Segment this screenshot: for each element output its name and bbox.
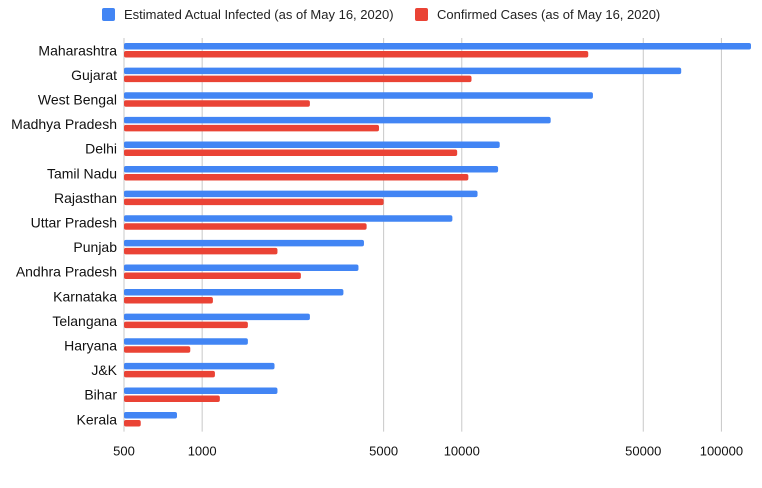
- bar-estimated-9: [124, 264, 359, 271]
- legend-label-estimated: Estimated Actual Infected (as of May 16,…: [124, 7, 394, 22]
- category-label: J&K: [91, 362, 117, 378]
- x-tick-label: 1000: [188, 444, 217, 459]
- category-label: West Bengal: [38, 92, 117, 108]
- bar-estimated-6: [124, 190, 478, 198]
- category-label: Karnataka: [53, 288, 117, 304]
- bar-estimated-11: [124, 313, 310, 321]
- bar-estimated-14: [124, 387, 278, 394]
- bar-estimated-0: [124, 43, 751, 50]
- category-label: Delhi: [85, 141, 117, 157]
- x-tick-label: 100000: [700, 444, 743, 459]
- bar-confirmed-4: [124, 149, 458, 156]
- bar-estimated-1: [124, 67, 682, 75]
- legend-swatch-confirmed: [415, 8, 428, 21]
- bar-estimated-5: [124, 166, 499, 173]
- x-tick-label: 10000: [444, 444, 480, 459]
- bar-estimated-13: [124, 362, 275, 370]
- bar-confirmed-15: [124, 420, 141, 427]
- bar-confirmed-1: [124, 75, 472, 83]
- bar-confirmed-11: [124, 321, 248, 329]
- bar-confirmed-10: [124, 297, 213, 304]
- category-label: Andhra Pradesh: [16, 264, 117, 280]
- category-label: Rajasthan: [54, 190, 117, 206]
- bar-confirmed-5: [124, 174, 469, 181]
- bars: [124, 43, 751, 427]
- x-tick-label: 5000: [369, 444, 398, 459]
- bar-estimated-3: [124, 116, 551, 124]
- category-labels: Maharashtra Gujarat West Bengal Madhya Prad…: [11, 42, 117, 427]
- bar-estimated-15: [124, 412, 177, 419]
- legend-label-confirmed: Confirmed Cases (as of May 16, 2020): [437, 7, 660, 22]
- bar-estimated-2: [124, 92, 593, 99]
- bar-confirmed-2: [124, 100, 310, 107]
- category-label: Maharashtra: [38, 42, 117, 58]
- bar-estimated-12: [124, 338, 248, 345]
- category-label: Tamil Nadu: [47, 165, 117, 181]
- x-tick-label: 50000: [625, 444, 661, 459]
- bar-estimated-4: [124, 141, 500, 148]
- category-label: Gujarat: [71, 67, 117, 83]
- category-label: Kerala: [77, 411, 118, 427]
- category-label: Uttar Pradesh: [31, 215, 117, 231]
- legend: Estimated Actual Infected (as of May 16,…: [102, 7, 660, 22]
- bar-confirmed-7: [124, 223, 367, 230]
- category-label: Punjab: [73, 239, 117, 255]
- bar-estimated-10: [124, 289, 344, 296]
- bar-confirmed-12: [124, 346, 191, 353]
- category-label: Telangana: [52, 313, 117, 329]
- bar-confirmed-14: [124, 395, 220, 402]
- legend-swatch-estimated: [102, 8, 115, 21]
- bar-confirmed-0: [124, 51, 589, 58]
- bar-confirmed-13: [124, 370, 215, 378]
- bar-estimated-7: [124, 215, 453, 222]
- bar-estimated-8: [124, 239, 364, 247]
- x-axis-tick-labels: 500 1000 5000 10000 50000 100000: [113, 444, 743, 459]
- bar-confirmed-6: [124, 198, 384, 206]
- bar-confirmed-8: [124, 247, 278, 255]
- bar-confirmed-3: [124, 124, 380, 132]
- x-tick-label: 500: [113, 444, 135, 459]
- bar-confirmed-9: [124, 272, 301, 279]
- category-label: Madhya Pradesh: [11, 116, 117, 132]
- category-label: Haryana: [64, 338, 117, 354]
- category-label: Bihar: [84, 387, 117, 403]
